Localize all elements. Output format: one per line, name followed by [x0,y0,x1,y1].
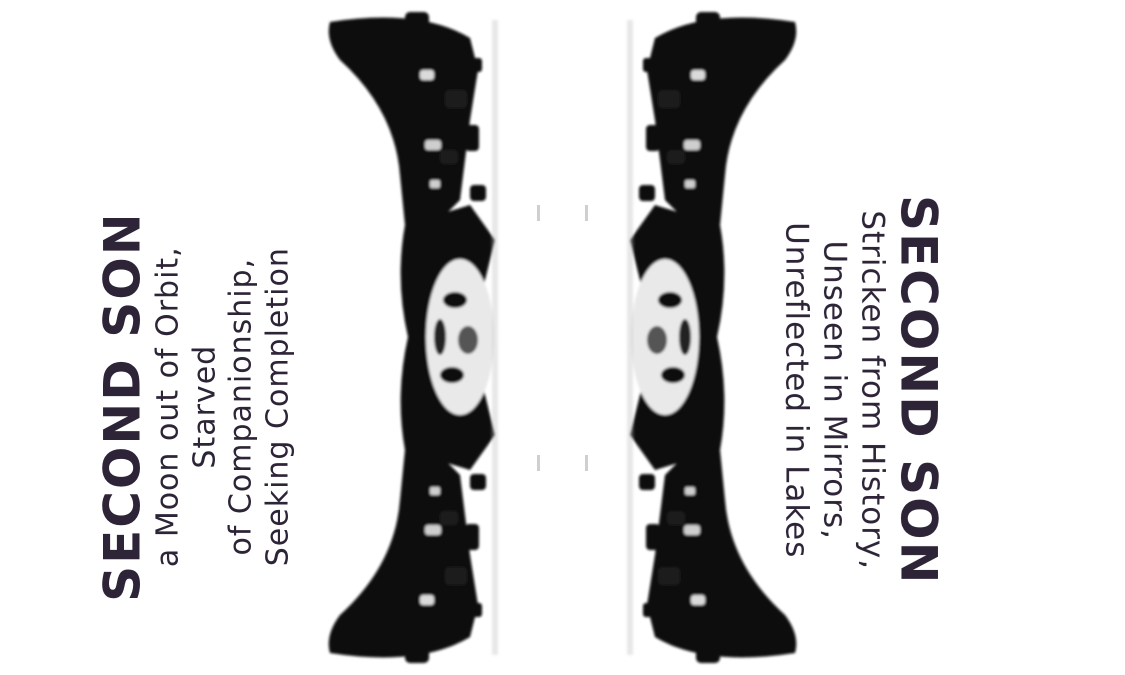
left-line-4: Seeking Completion [260,247,296,567]
right-line-1: Stricken from History, [854,210,891,571]
right-title: SECOND SON [889,194,948,586]
right-line-3: Unreflected in Lakes [778,222,815,559]
right-text-block: SECOND SON Stricken from History, Unseen… [777,194,948,586]
left-text-block: SECOND SON a Moon out of Orbit, Starved … [93,211,297,602]
left-line-2: Starved [187,344,223,469]
left-line-1: a Moon out of Orbit, [150,246,186,568]
left-line-3: of Companionship, [223,257,259,556]
left-title: SECOND SON [93,211,152,602]
right-line-2: Unseen in Mirrors, [816,240,853,541]
